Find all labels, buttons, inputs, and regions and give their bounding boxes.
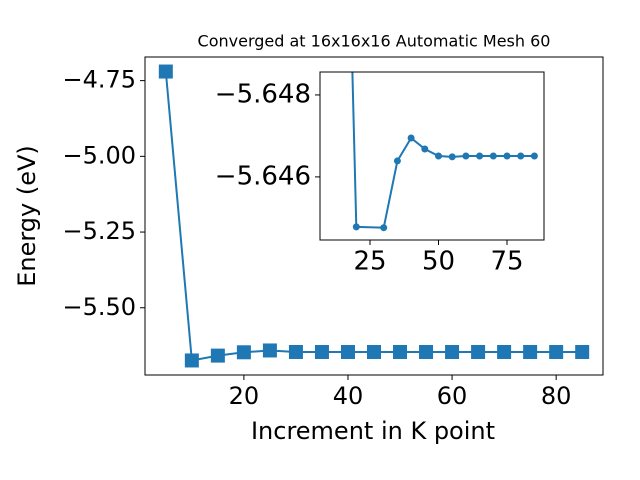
marker (210, 348, 225, 363)
marker (407, 134, 415, 142)
marker (393, 157, 401, 165)
marker (476, 152, 484, 160)
marker (523, 344, 538, 359)
marker (489, 152, 497, 160)
marker (503, 152, 511, 160)
marker (352, 223, 360, 231)
y-tick-label: −5.25 (62, 217, 136, 245)
plot-area (351, 72, 538, 232)
marker (462, 152, 470, 160)
marker (262, 343, 277, 358)
x-axis-label: Increment in K point (251, 417, 495, 445)
marker (184, 353, 199, 368)
x-tick-label: 25 (353, 247, 386, 277)
x-tick-label: 20 (229, 382, 260, 410)
x-tick-label: 40 (333, 382, 364, 410)
marker (549, 344, 564, 359)
y-tick-label: −5.648 (215, 79, 311, 109)
plot-area (158, 64, 590, 368)
marker (471, 344, 486, 359)
marker (380, 224, 388, 232)
y-tick-label: −4.75 (62, 66, 136, 94)
marker (288, 344, 303, 359)
chart-title: Converged at 16x16x16 Automatic Mesh 60 (198, 32, 551, 51)
marker (236, 345, 251, 360)
marker (530, 152, 538, 160)
marker (393, 344, 408, 359)
marker (517, 152, 525, 160)
marker (448, 153, 456, 161)
marker (575, 344, 590, 359)
marker (421, 145, 429, 153)
axes-frame (319, 71, 545, 241)
y-axis-label: Energy (eV) (13, 145, 41, 287)
marker (314, 344, 329, 359)
x-tick-label: 60 (437, 382, 468, 410)
x-tick-label: 75 (490, 247, 523, 277)
y-tick-label: −5.646 (215, 161, 311, 191)
marker (497, 344, 512, 359)
axes-frame (144, 56, 604, 376)
x-tick-label: 80 (541, 382, 572, 410)
marker (158, 64, 173, 79)
x-tick-label: 50 (422, 247, 455, 277)
y-tick-label: −5.00 (62, 141, 136, 169)
marker (445, 344, 460, 359)
marker (419, 344, 434, 359)
marker (435, 152, 443, 160)
marker (367, 344, 381, 359)
y-tick-label: −5.50 (62, 293, 136, 321)
marker (340, 344, 355, 359)
